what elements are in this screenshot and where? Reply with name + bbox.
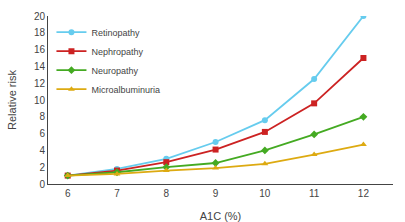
svg-text:4: 4 — [39, 145, 45, 156]
svg-text:12: 12 — [358, 188, 370, 199]
svg-text:16: 16 — [34, 44, 46, 55]
svg-text:20: 20 — [34, 11, 46, 22]
svg-text:11: 11 — [309, 188, 320, 199]
svg-text:Nephropathy: Nephropathy — [91, 47, 143, 57]
svg-text:Microalbuminuria: Microalbuminuria — [91, 85, 160, 95]
svg-text:8: 8 — [39, 111, 45, 122]
svg-text:Relative risk: Relative risk — [6, 70, 18, 130]
svg-text:6: 6 — [65, 188, 71, 199]
svg-text:10: 10 — [34, 95, 46, 106]
svg-text:Retinopathy: Retinopathy — [91, 28, 140, 38]
svg-text:Neuropathy: Neuropathy — [91, 66, 138, 76]
svg-text:12: 12 — [34, 78, 46, 89]
svg-text:2: 2 — [39, 162, 45, 173]
svg-text:A1C (%): A1C (%) — [200, 210, 242, 222]
svg-text:0: 0 — [39, 179, 45, 190]
svg-text:14: 14 — [34, 61, 46, 72]
svg-text:7: 7 — [114, 188, 120, 199]
svg-text:18: 18 — [34, 27, 46, 38]
svg-text:9: 9 — [213, 188, 219, 199]
svg-text:6: 6 — [39, 128, 45, 139]
svg-text:8: 8 — [164, 188, 170, 199]
svg-text:10: 10 — [259, 188, 271, 199]
